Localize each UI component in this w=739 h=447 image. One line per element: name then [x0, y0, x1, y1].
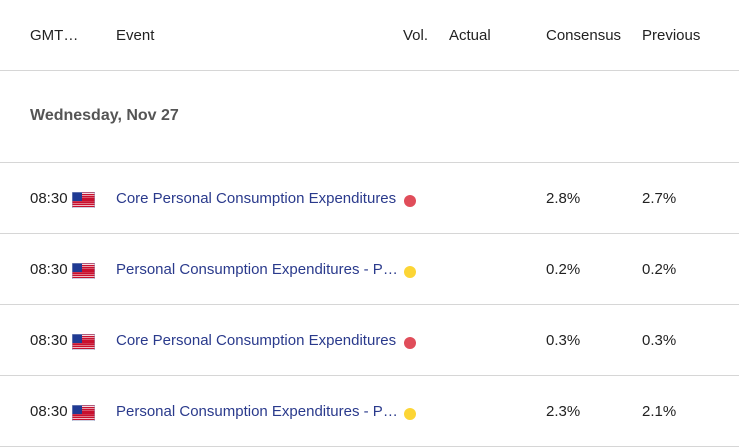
high-volatility-icon: [404, 195, 416, 207]
consensus-value: 0.2%: [546, 261, 581, 278]
high-volatility-icon: [404, 337, 416, 349]
event-row[interactable]: 08:30 Core Personal Consumption Expenditu…: [0, 163, 739, 234]
previous-value: 0.3%: [642, 332, 677, 349]
event-row[interactable]: 08:30 Personal Consumption Expenditures -…: [0, 234, 739, 305]
event-name-link[interactable]: Personal Consumption Expenditures - Pric…: [116, 403, 400, 420]
previous-value: 0.2%: [642, 261, 677, 278]
event-time: 08:30: [30, 332, 68, 349]
column-header-gmt[interactable]: GMT…: [30, 27, 79, 44]
us-flag-icon: [72, 334, 95, 350]
event-name-link[interactable]: Core Personal Consumption Expenditures: [116, 332, 397, 349]
event-name-link[interactable]: Core Personal Consumption Expenditures: [116, 190, 397, 207]
consensus-value: 2.3%: [546, 403, 581, 420]
us-flag-icon: [72, 192, 95, 208]
event-time: 08:30: [30, 261, 68, 278]
medium-volatility-icon: [404, 266, 416, 278]
us-flag-icon: [72, 405, 95, 421]
column-header-vol: Vol.: [403, 27, 429, 44]
column-header-event: Event: [116, 27, 155, 44]
event-time: 08:30: [30, 190, 68, 207]
date-group-header: Wednesday, Nov 27: [0, 71, 739, 163]
previous-value: 2.1%: [642, 403, 677, 420]
column-header-actual: Actual: [449, 27, 491, 44]
event-row[interactable]: 08:30 Core Personal Consumption Expenditu…: [0, 305, 739, 376]
date-label: Wednesday, Nov 27: [30, 107, 179, 124]
event-name-link[interactable]: Personal Consumption Expenditures - Pric…: [116, 261, 400, 278]
event-row[interactable]: 08:30 Personal Consumption Expenditures -…: [0, 376, 739, 447]
us-flag-icon: [72, 263, 95, 279]
consensus-value: 2.8%: [546, 190, 581, 207]
consensus-value: 0.3%: [546, 332, 581, 349]
column-header-previous: Previous: [642, 27, 701, 44]
table-header: GMT… Event Vol. Actual Consensus Previou…: [0, 0, 739, 71]
column-header-consensus: Consensus: [546, 27, 622, 44]
previous-value: 2.7%: [642, 190, 677, 207]
event-time: 08:30: [30, 403, 68, 420]
medium-volatility-icon: [404, 408, 416, 420]
